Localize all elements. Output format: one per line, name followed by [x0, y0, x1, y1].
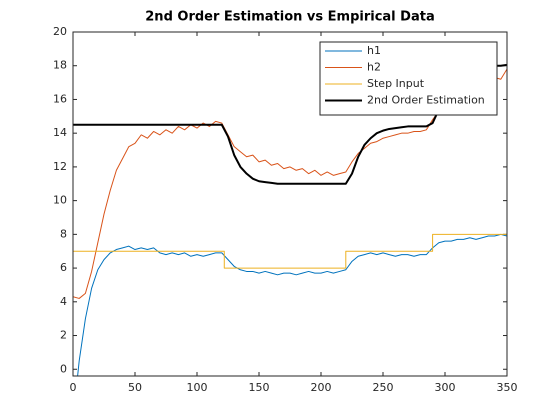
x-tick-label: 150 [249, 381, 270, 394]
x-tick-label: 350 [497, 381, 518, 394]
y-tick-label: 14 [53, 126, 67, 139]
series-line [77, 233, 507, 376]
x-tick-label: 250 [373, 381, 394, 394]
y-tick-label: 0 [60, 362, 67, 375]
y-tick-label: 8 [60, 227, 67, 240]
legend-label: h2 [367, 61, 381, 74]
x-tick-label: 100 [187, 381, 208, 394]
y-tick-label: 4 [60, 295, 67, 308]
y-tick-label: 10 [53, 194, 67, 207]
plot-area [73, 63, 507, 376]
series-line [73, 63, 507, 185]
y-tick-label: 6 [60, 261, 67, 274]
series-line [73, 233, 507, 269]
x-tick-label: 200 [311, 381, 332, 394]
x-tick-label: 50 [128, 381, 142, 394]
legend-label: 2nd Order Estimation [367, 94, 485, 107]
y-tick-label: 12 [53, 160, 67, 173]
legend-label: h1 [367, 44, 381, 57]
axes-box [72, 31, 508, 377]
y-tick-label: 2 [60, 329, 67, 342]
y-tick-label: 18 [53, 59, 67, 72]
legend-label: Step Input [367, 77, 425, 90]
x-tick-label: 300 [435, 381, 456, 394]
legend-box [319, 41, 498, 116]
y-tick-label: 20 [53, 25, 67, 38]
chart-title: 2nd Order Estimation vs Empirical Data [145, 10, 434, 25]
x-tick-label: 0 [70, 381, 77, 394]
y-tick-label: 16 [53, 92, 67, 105]
